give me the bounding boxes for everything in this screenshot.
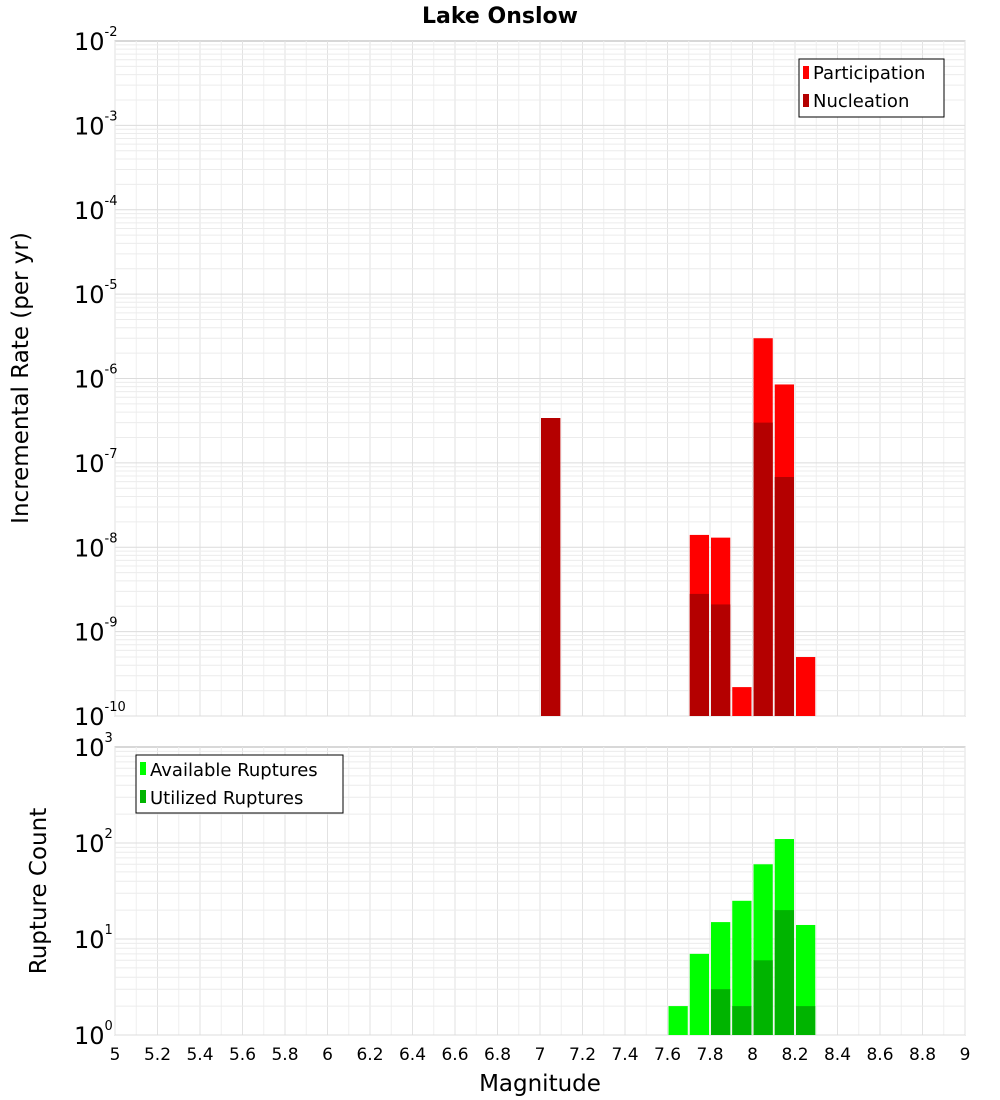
x-tick-label: 8.8: [909, 1045, 936, 1065]
y-tick-label: 10-3: [74, 109, 118, 140]
bar-utilized-ruptures: [774, 910, 794, 1035]
bar-utilized-ruptures: [753, 960, 773, 1035]
y-tick-label: 103: [74, 731, 113, 762]
x-tick-label: 6.6: [441, 1045, 468, 1065]
x-tick-label: 8.2: [781, 1045, 808, 1065]
bar-participation: [732, 687, 752, 716]
x-axis-title: Magnitude: [479, 1071, 601, 1097]
x-tick-label: 9: [960, 1045, 971, 1065]
y-tick-label: 10-8: [74, 531, 118, 562]
x-tick-label: 8.6: [866, 1045, 893, 1065]
rate-plot: 10-10 10-9 10-8 10-7 10-6 10-5 10-4 10-3 10-2 In…: [8, 25, 966, 731]
rate-bars: [541, 338, 816, 716]
rate-y-axis-title: Incremental Rate (per yr): [8, 232, 34, 524]
x-tick-label: 7: [535, 1045, 546, 1065]
x-tick-label: 6: [322, 1045, 333, 1065]
bar-nucleation: [774, 477, 794, 716]
x-tick-label: 8.4: [824, 1045, 851, 1065]
x-tick-label: 5.4: [186, 1045, 213, 1065]
count-bars: [668, 839, 816, 1035]
rate-gridlines: [114, 41, 966, 717]
x-tick-label: 5.6: [229, 1045, 256, 1065]
x-tick-label: 7.8: [696, 1045, 723, 1065]
bar-nucleation: [753, 422, 773, 716]
bar-participation: [796, 657, 816, 716]
x-tick-label: 6.4: [399, 1045, 426, 1065]
rate-legend: Participation Nucleation: [798, 58, 945, 118]
y-tick-label: 10-7: [74, 447, 118, 478]
y-tick-label: 10-10: [74, 700, 126, 731]
y-tick-label: 10-9: [74, 616, 118, 647]
x-tick-label: 6.2: [356, 1045, 383, 1065]
y-tick-label: 102: [74, 827, 113, 858]
legend-swatch-participation: [803, 66, 809, 79]
bar-available-ruptures: [732, 900, 752, 1035]
count-legend: Available Ruptures Utilized Ruptures: [135, 754, 344, 814]
x-tick-label: 6.8: [484, 1045, 511, 1065]
bar-available-ruptures: [668, 1006, 688, 1035]
legend-label-nucleation: Nucleation: [813, 91, 909, 112]
bar-utilized-ruptures: [711, 989, 731, 1035]
rate-y-ticks: 10-10 10-9 10-8 10-7 10-6 10-5 10-4 10-3 10-2: [74, 25, 126, 731]
rate-legend-box: [798, 58, 945, 118]
count-y-ticks: 100 101 102 103: [74, 731, 113, 1050]
x-tick-label: 7.6: [654, 1045, 681, 1065]
legend-swatch-nucleation: [803, 94, 809, 107]
legend-swatch-utilized: [140, 790, 146, 803]
x-tick-label: 7.4: [611, 1045, 638, 1065]
chart-title: Lake Onslow: [422, 4, 578, 29]
bar-available-ruptures: [689, 953, 709, 1035]
legend-label-available: Available Ruptures: [150, 760, 318, 781]
count-legend-box: [135, 754, 344, 814]
y-tick-label: 101: [74, 923, 113, 954]
y-tick-label: 10-5: [74, 278, 118, 309]
bar-nucleation: [541, 418, 561, 716]
x-tick-label: 5: [110, 1045, 121, 1065]
x-tick-label: 7.2: [569, 1045, 596, 1065]
legend-swatch-available: [140, 762, 146, 775]
count-y-axis-title: Rupture Count: [26, 808, 52, 974]
y-tick-label: 10-4: [74, 194, 118, 225]
y-tick-label: 10-6: [74, 363, 118, 394]
x-ticks: 5 5.2 5.4 5.6 5.8 6 6.2 6.4 6.6 6.8 7 7.2 7.4 7.6 7.8 8…: [110, 1045, 971, 1065]
x-tick-label: 8: [747, 1045, 758, 1065]
legend-label-participation: Participation: [813, 63, 925, 84]
bar-utilized-ruptures: [796, 1006, 816, 1035]
bar-nucleation: [711, 604, 731, 716]
x-tick-label: 5.2: [144, 1045, 171, 1065]
bar-utilized-ruptures: [732, 1006, 752, 1035]
legend-label-utilized: Utilized Ruptures: [150, 788, 303, 809]
y-tick-label: 100: [74, 1019, 113, 1050]
y-tick-label: 10-2: [74, 25, 118, 56]
count-plot: 100 101 102 103 Rupture Count Available Rup…: [26, 731, 970, 1097]
x-tick-label: 5.8: [271, 1045, 298, 1065]
bar-nucleation: [689, 593, 709, 716]
